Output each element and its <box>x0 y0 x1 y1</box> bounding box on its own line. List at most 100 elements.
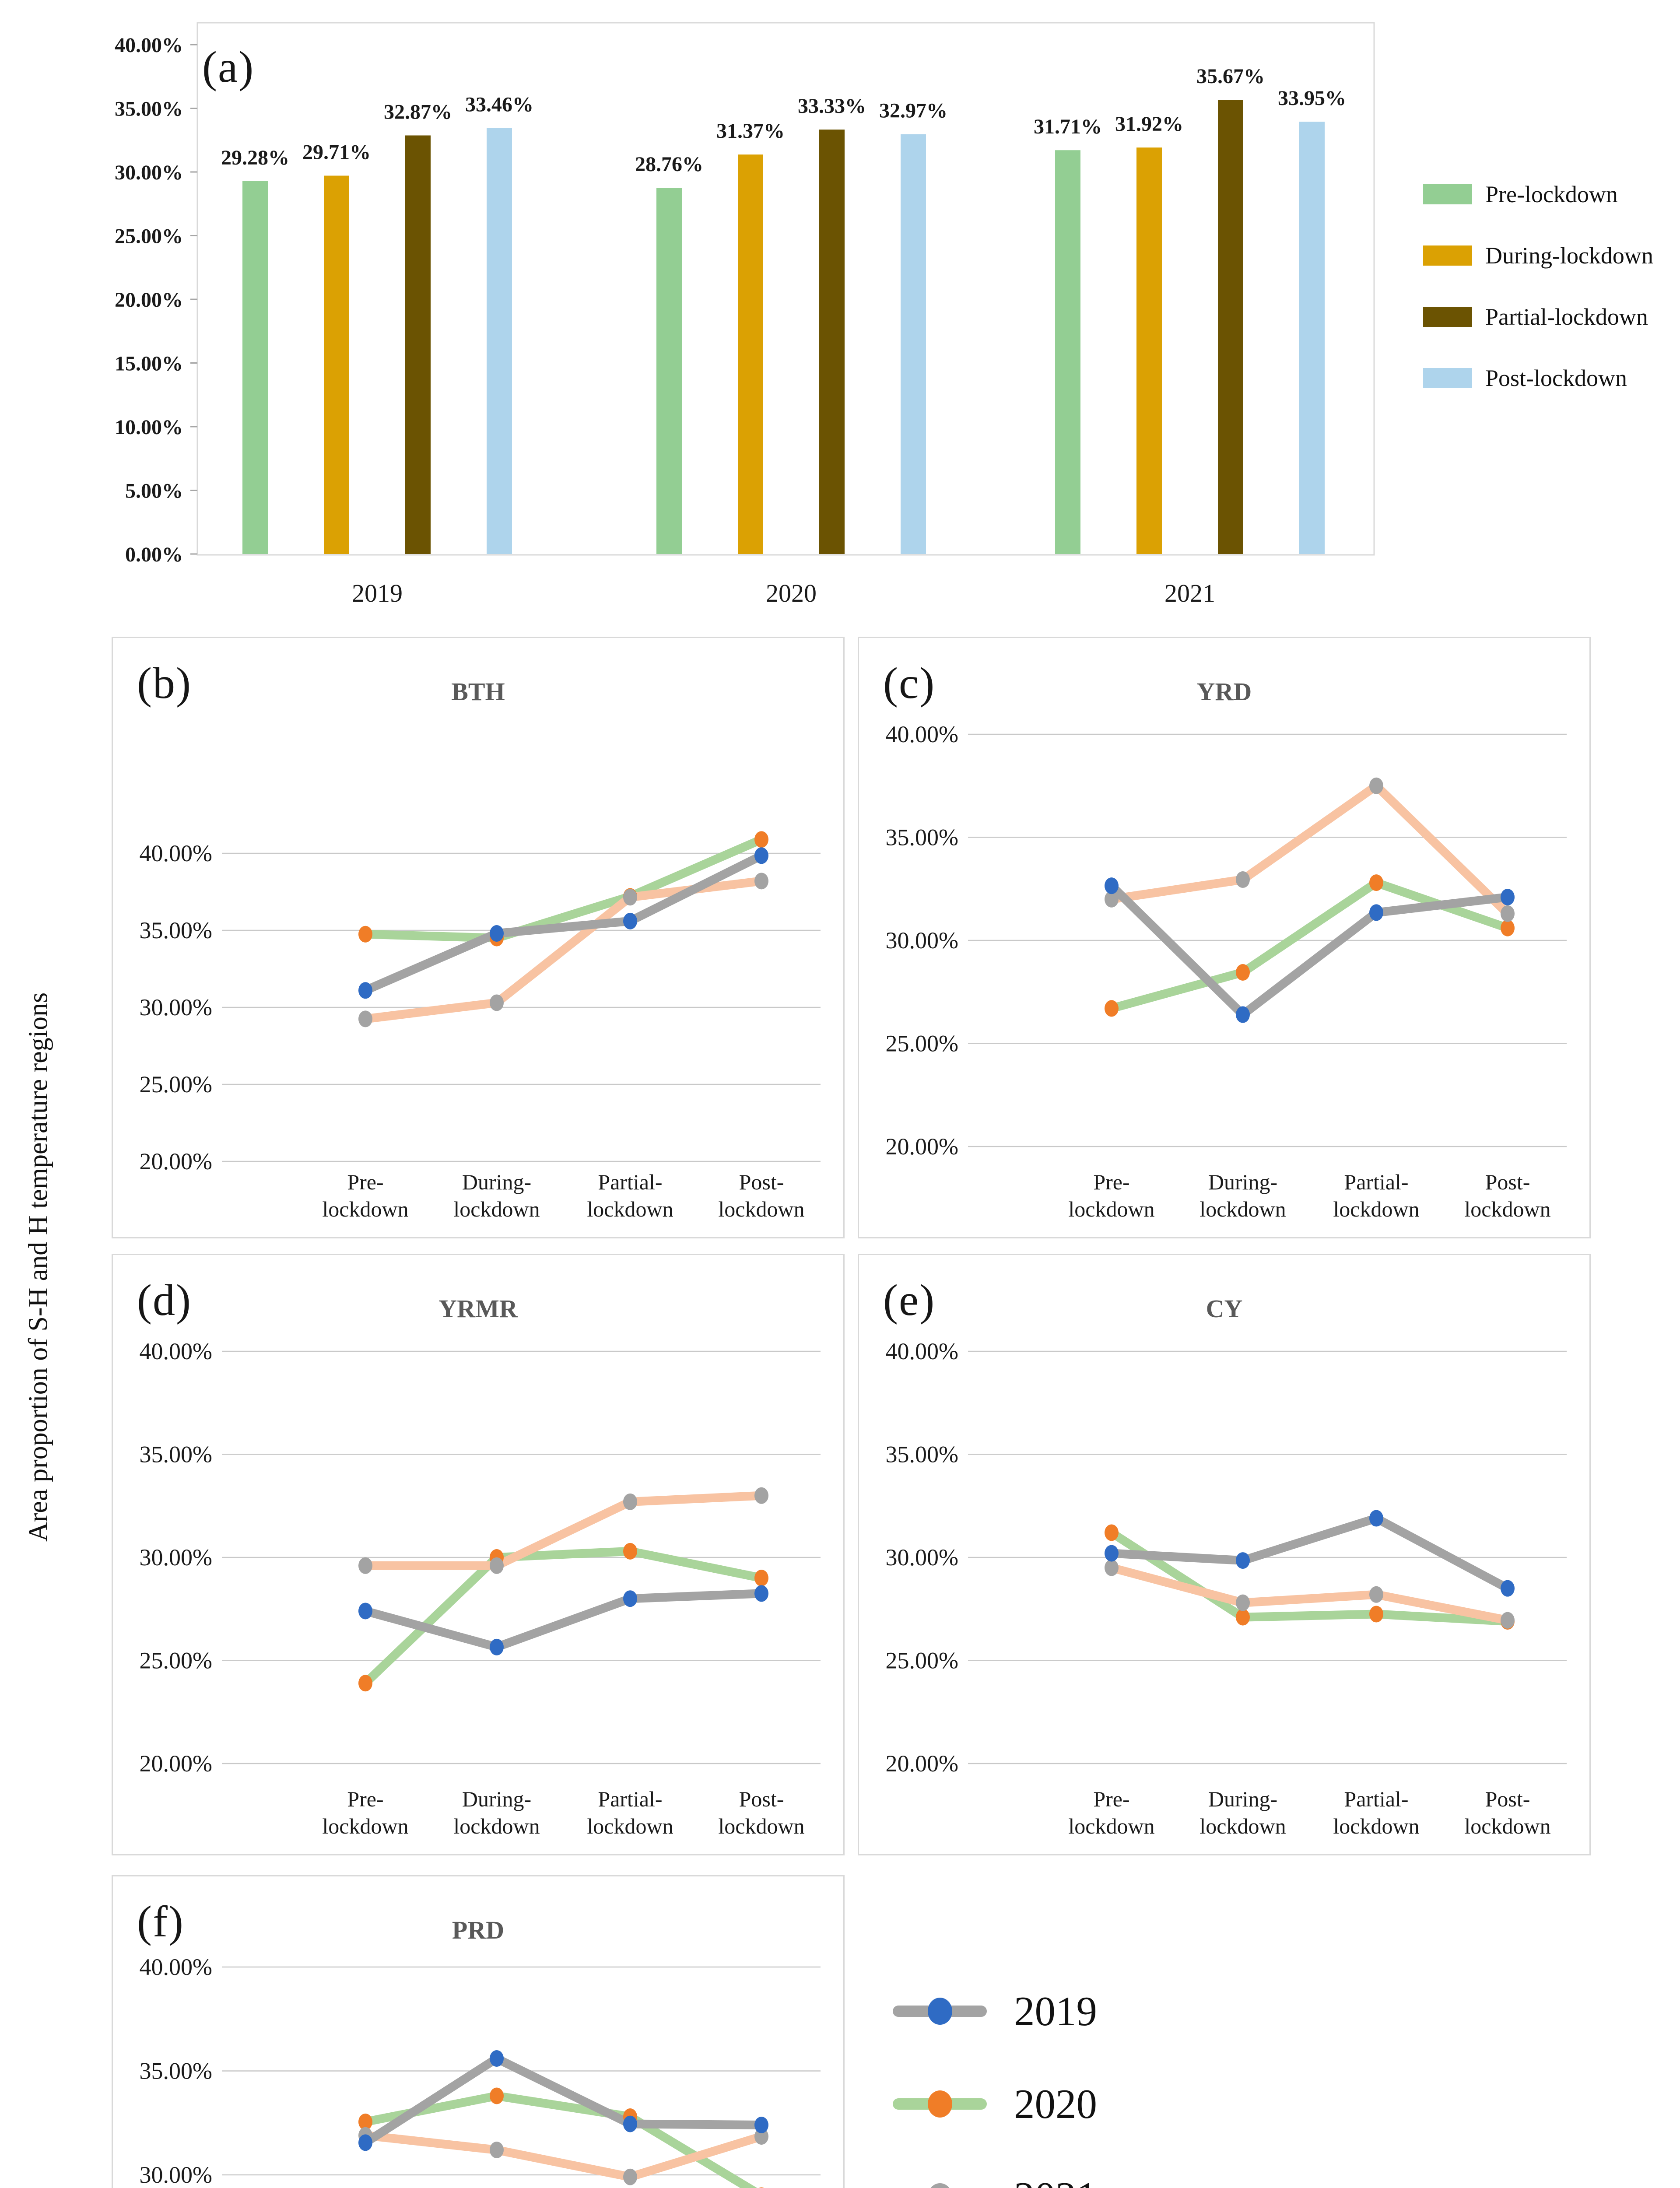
x-category-label: During-lockdown <box>1199 1170 1286 1221</box>
data-point-marker <box>358 2134 372 2151</box>
data-point-marker <box>1236 1609 1250 1626</box>
line-legend-item: 2019 <box>893 1987 1097 2036</box>
data-point-marker <box>754 2128 768 2145</box>
y-tick-labels: 40.00%35.00%30.00%25.00%20.00% <box>140 1954 212 2188</box>
series-line-2021 <box>361 1491 766 1570</box>
data-point-marker <box>754 1585 768 1602</box>
bar-chart-legend: Pre-lockdown During-lockdown Partial-lockd… <box>1423 181 1653 429</box>
bar <box>405 135 431 554</box>
bar-series-During-lockdown: 29.71% 31.37% 31.92% <box>302 112 1183 554</box>
panel-c-letter: (c) <box>883 659 936 708</box>
year-label: 2020 <box>766 579 817 607</box>
x-category-label: Pre-lockdown <box>322 1787 408 1838</box>
y-tick-label: 25.00% <box>886 1031 958 1057</box>
y-tick-label: 30.00% <box>140 994 212 1020</box>
x-category-label: Post-lockdown <box>718 1170 804 1221</box>
y-tick-label: 40.00% <box>140 1338 212 1364</box>
bar-series-Partial-lockdown: 32.87% 33.33% 35.67% <box>384 65 1265 554</box>
y-tick-label: 35.00% <box>115 98 183 121</box>
panel-f-letter: (f) <box>137 1897 184 1946</box>
data-point-marker <box>1105 1524 1119 1541</box>
panel-c-line-chart-yrd: YRD 40.00% 35.00% 30.00% 25.00% 20.00% Pre-loc… <box>858 637 1591 1238</box>
data-point-marker <box>358 1602 372 1620</box>
series-markers-2019 <box>1105 877 1515 1023</box>
y-tick-label: 40.00% <box>115 34 183 57</box>
y-tick-label: 20.00% <box>140 1750 212 1777</box>
panel-d-line-chart-yrmr: YRMR 40.00% 35.00% 30.00% 25.00% 20.00% Pre-lo… <box>112 1254 845 1855</box>
legend-color-swatch <box>1423 368 1472 388</box>
x-category-labels: Pre-lockdown During-lockdown Partial-lockd… <box>1068 1787 1550 1838</box>
chart-title: BTH <box>451 677 505 706</box>
y-tick-label: 25.00% <box>115 225 183 248</box>
series-line-2021 <box>1107 781 1512 918</box>
data-point-marker <box>623 912 637 929</box>
legend-label: Post-lockdown <box>1485 365 1627 391</box>
bar <box>1218 100 1243 554</box>
bar <box>242 181 268 554</box>
series-line-2020 <box>361 835 766 943</box>
data-point-marker <box>623 1590 637 1607</box>
bar <box>738 154 763 554</box>
bar-legend-item: Partial-lockdown <box>1423 304 1653 330</box>
data-point-marker <box>754 873 768 890</box>
legend-color-swatch <box>1423 184 1472 204</box>
series-line-2019 <box>361 2054 766 2147</box>
series-markers-2021 <box>1105 1559 1515 1629</box>
data-point-marker <box>490 1557 504 1574</box>
legend-label: During-lockdown <box>1485 242 1653 269</box>
series-markers-2019 <box>358 1585 768 1655</box>
data-point-marker <box>623 889 637 906</box>
legend-marker-dot <box>927 2090 952 2118</box>
panel-a-bar-chart: 0.00% 5.00% 10.00% 15.00% 20.00% 25.00% 30.00%… <box>0 0 1680 626</box>
chart-border <box>112 1254 845 1855</box>
data-point-marker <box>490 1638 504 1655</box>
line-legend-item: 2020 <box>893 2079 1097 2128</box>
data-point-marker <box>358 1010 372 1027</box>
x-category-labels: Pre-lockdown During-lockdown Partial-lockd… <box>322 1787 804 1838</box>
y-axis-ticks: 0.00% 5.00% 10.00% 15.00% 20.00% 25.00% 30.00%… <box>115 34 197 566</box>
bar-value-label: 29.71% <box>302 140 371 164</box>
panel-e-letter: (e) <box>883 1276 936 1325</box>
x-category-label: Post-lockdown <box>1464 1787 1550 1838</box>
y-tick-label: 35.00% <box>886 824 958 851</box>
data-point-marker <box>1105 877 1119 894</box>
legend-line-swatch <box>893 1998 987 2025</box>
bar-value-label: 32.97% <box>879 99 947 123</box>
series-line-2019 <box>1107 1514 1512 1593</box>
data-point-marker <box>358 1557 372 1574</box>
data-point-marker <box>490 925 504 942</box>
x-axis-year-labels: 2019 2020 2021 <box>352 579 1215 607</box>
data-point-marker <box>1369 904 1383 921</box>
data-point-marker <box>1105 1000 1119 1017</box>
gridlines <box>968 733 1567 1147</box>
bar-legend-item: Post-lockdown <box>1423 365 1653 391</box>
y-tick-label: 20.00% <box>886 1133 958 1160</box>
bar-legend-item: Pre-lockdown <box>1423 181 1653 207</box>
chart-title: CY <box>1206 1294 1243 1323</box>
x-category-label: Partial-lockdown <box>587 1170 673 1221</box>
y-tick-label: 25.00% <box>886 1648 958 1674</box>
data-point-marker <box>358 1675 372 1692</box>
line-chart-canvas-yrmr: YRMR 40.00% 35.00% 30.00% 25.00% 20.00% Pre-lo… <box>112 1254 845 1855</box>
data-point-marker <box>754 1570 768 1587</box>
bar <box>1136 147 1162 554</box>
series-line-2019 <box>361 1589 766 1652</box>
y-tick-label: 25.00% <box>140 1071 212 1098</box>
panel-e-line-chart-cy: CY 40.00% 35.00% 30.00% 25.00% 20.00% Pre-lock… <box>858 1254 1591 1855</box>
data-point-marker <box>358 982 372 999</box>
y-tick-labels: 40.00%35.00%30.00%25.00%20.00% <box>886 1338 958 1777</box>
bar-value-label: 31.71% <box>1034 115 1102 138</box>
x-category-label: Partial-lockdown <box>1333 1170 1419 1221</box>
y-tick-label: 30.00% <box>886 1544 958 1571</box>
y-tick-label: 0.00% <box>125 543 183 566</box>
bar <box>656 188 682 554</box>
legend-label: Partial-lockdown <box>1485 304 1648 330</box>
y-tick-label: 30.00% <box>140 2162 212 2188</box>
data-point-marker <box>623 1493 637 1510</box>
series-markers-2019 <box>1105 1510 1515 1597</box>
series-line-2021 <box>1107 1563 1512 1625</box>
x-category-label: During-lockdown <box>453 1170 540 1221</box>
y-tick-label: 15.00% <box>115 352 183 375</box>
panel-d-letter: (d) <box>137 1276 192 1325</box>
x-category-label: During-lockdown <box>453 1787 540 1838</box>
